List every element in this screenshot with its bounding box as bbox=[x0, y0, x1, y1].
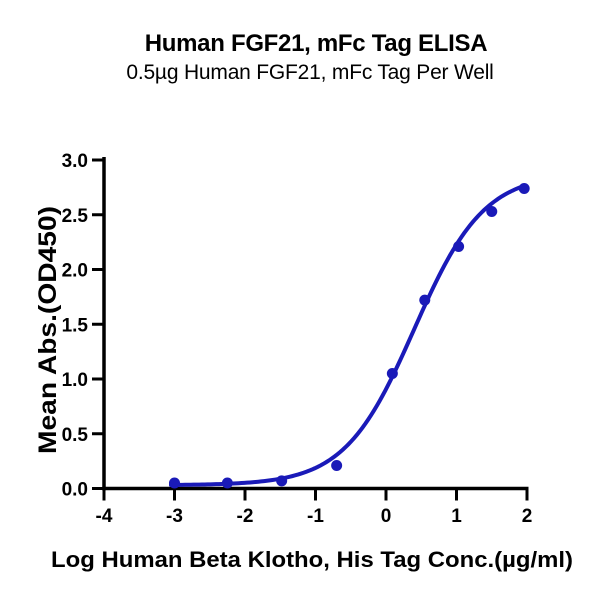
y-tick-label: 2.0 bbox=[62, 261, 88, 282]
x-tick-label: -3 bbox=[166, 506, 183, 527]
data-point bbox=[518, 182, 530, 194]
y-tick-label: 1.0 bbox=[62, 370, 88, 391]
y-tick-label: 0.0 bbox=[62, 480, 88, 501]
data-point bbox=[169, 477, 180, 489]
y-tick-label: 3.0 bbox=[62, 151, 88, 172]
y-axis-label: Mean Abs.(OD450) bbox=[34, 206, 62, 454]
data-point bbox=[453, 241, 465, 253]
x-tick-label: -1 bbox=[307, 506, 324, 527]
data-point bbox=[331, 460, 343, 472]
y-tick-label: 1.5 bbox=[62, 315, 89, 336]
y-tick-label: 0.5 bbox=[62, 425, 89, 446]
x-tick-label: -4 bbox=[96, 506, 113, 527]
axes: -4 -3 -2 -1 0 1 2 0.0 0.5 1.0 1.5 2.0 2.5 3.0 bbox=[62, 151, 533, 527]
data-point bbox=[419, 294, 431, 306]
chart-title: Human FGF21, mFc Tag ELISA bbox=[145, 30, 487, 57]
y-tick-label: 2.5 bbox=[62, 206, 89, 227]
fit-curve bbox=[168, 184, 526, 487]
chart-subtitle: 0.5µg Human FGF21, mFc Tag Per Well bbox=[126, 61, 493, 84]
data-point bbox=[276, 475, 288, 487]
x-tick-label: 2 bbox=[522, 506, 533, 527]
x-tick-label: -2 bbox=[237, 506, 254, 527]
x-axis-label: Log Human Beta Klotho, His Tag Conc.(µg/… bbox=[51, 547, 573, 572]
data-point bbox=[221, 477, 233, 489]
data-point bbox=[486, 205, 498, 217]
data-point bbox=[386, 368, 398, 380]
data-series bbox=[168, 182, 530, 489]
x-tick-label: 1 bbox=[451, 506, 462, 527]
x-tick-label: 0 bbox=[381, 506, 392, 527]
